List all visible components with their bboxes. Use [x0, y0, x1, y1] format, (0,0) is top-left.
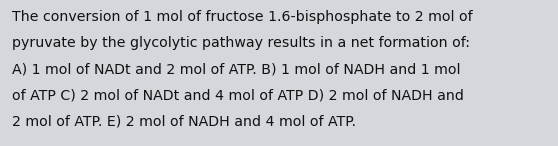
Text: The conversion of 1 mol of fructose 1.6-bisphosphate to 2 mol of: The conversion of 1 mol of fructose 1.6-…: [12, 10, 473, 24]
Text: A) 1 mol of NADt and 2 mol of ATP. B) 1 mol of NADH and 1 mol: A) 1 mol of NADt and 2 mol of ATP. B) 1 …: [12, 62, 461, 76]
Text: of ATP C) 2 mol of NADt and 4 mol of ATP D) 2 mol of NADH and: of ATP C) 2 mol of NADt and 4 mol of ATP…: [12, 88, 464, 102]
Text: pyruvate by the glycolytic pathway results in a net formation of:: pyruvate by the glycolytic pathway resul…: [12, 36, 470, 50]
Text: 2 mol of ATP. E) 2 mol of NADH and 4 mol of ATP.: 2 mol of ATP. E) 2 mol of NADH and 4 mol…: [12, 114, 356, 128]
